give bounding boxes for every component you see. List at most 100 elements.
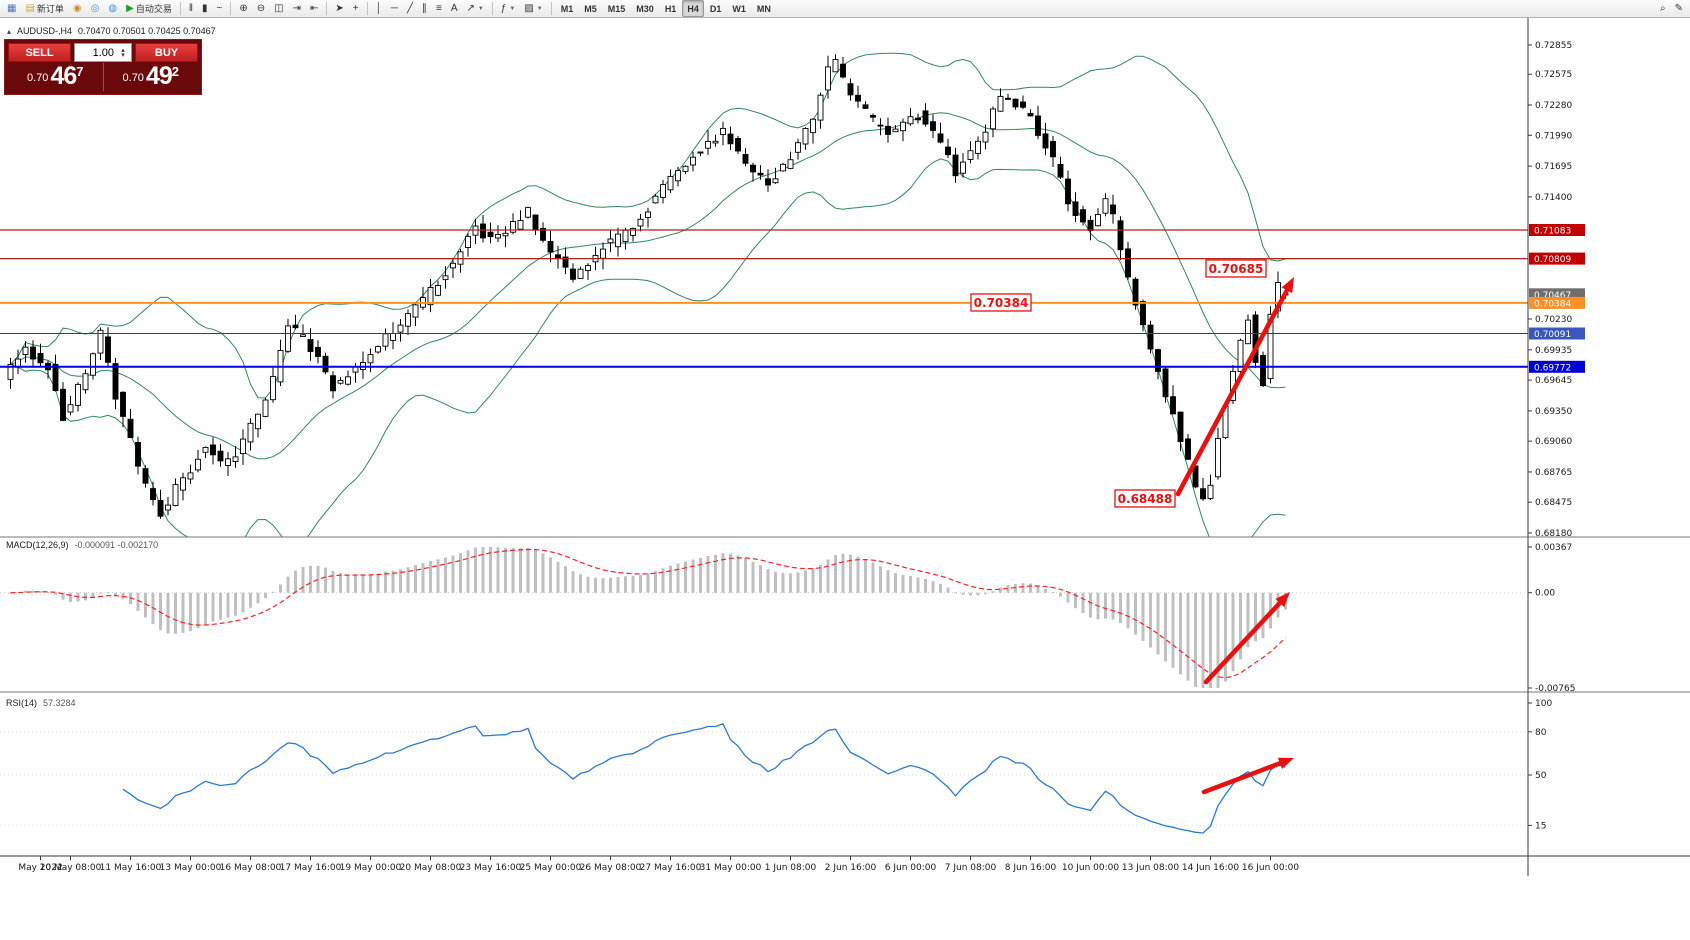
fibonacci-button[interactable]: ≡ — [432, 0, 446, 17]
time-axis-label: 20 May 08:00 — [400, 863, 462, 873]
timeframe-m30-button[interactable]: M30 — [631, 0, 659, 17]
line-mode-button[interactable]: ~ — [213, 0, 227, 17]
rsi-axis-label: 80 — [1535, 728, 1547, 738]
time-axis-label: 2 Jun 16:00 — [825, 863, 877, 873]
horizontal-line-button[interactable]: ─ — [387, 0, 402, 17]
svg-text:0.68488: 0.68488 — [1118, 492, 1173, 506]
timeframe-w1-button[interactable]: W1 — [727, 0, 751, 17]
arrows-tool-button[interactable]: ↗ ▼ — [462, 0, 487, 17]
time-axis[interactable] — [0, 856, 1528, 876]
price-axis-label: 0.68475 — [1535, 498, 1572, 508]
zoom-in-button[interactable]: ⊕ — [235, 0, 251, 17]
macd-signal-line — [10, 548, 1286, 679]
time-axis-label: May 2022 — [18, 863, 62, 873]
tile-windows-button[interactable]: ◫ — [270, 0, 287, 17]
time-axis-label: 27 May 16:00 — [640, 863, 702, 873]
timeframe-m5-button[interactable]: M5 — [579, 0, 602, 17]
time-axis-label: 10 May 08:00 — [40, 863, 102, 873]
toolbar-separator — [491, 2, 493, 15]
macd-arrow[interactable] — [1203, 592, 1290, 685]
timeframe-h4-button[interactable]: H4 — [682, 0, 704, 17]
timeframe-d1-button[interactable]: D1 — [705, 0, 727, 17]
indicators-button[interactable]: ƒ ▼ — [497, 0, 520, 17]
price-tag: 0.71083 — [1529, 224, 1585, 236]
time-axis-label: 16 Jun 00:00 — [1242, 863, 1299, 873]
data-window-button[interactable]: ◍ — [104, 0, 121, 17]
new-chart-button[interactable]: ▦ — [3, 0, 20, 17]
volume-field[interactable]: ▴ ▾ — [74, 43, 132, 62]
macd-axis-label: -0.00765 — [1535, 684, 1575, 694]
alerts-button[interactable]: ◉ — [69, 0, 86, 17]
timeframe-h4-label: H4 — [687, 3, 699, 14]
quick-draw-icon: ✎ — [1674, 2, 1683, 14]
symbol-name: AUDUSD-,H4 — [17, 26, 73, 36]
price-axis-label: 0.69935 — [1535, 346, 1572, 356]
panel-collapse-icon[interactable]: ▴ — [7, 26, 12, 36]
cursor-icon: ➤ — [335, 2, 344, 14]
volume-stepper[interactable]: ▴ ▾ — [115, 46, 131, 59]
indicators-dropdown-icon[interactable]: ▼ — [509, 5, 516, 12]
price-axis[interactable] — [1528, 18, 1690, 876]
timeframe-w1-label: W1 — [732, 3, 746, 14]
annotation-price-label[interactable]: 0.70384 — [970, 293, 1032, 312]
time-axis-label: 31 May 00:00 — [700, 863, 762, 873]
text-tool-button[interactable]: A — [447, 0, 462, 17]
channel-button[interactable]: ∥ — [418, 0, 431, 17]
templates-button[interactable]: ▨ ▼ — [520, 0, 546, 17]
timeframe-m1-button[interactable]: M1 — [556, 0, 579, 17]
sell-button[interactable]: SELL — [8, 43, 71, 62]
cursor-button[interactable]: ➤ — [331, 0, 347, 17]
bars-mode-button[interactable]: ‖ — [185, 0, 197, 17]
buy-price[interactable]: 0.70 49 2 — [102, 63, 199, 91]
bars-mode-icon: ‖ — [188, 2, 193, 14]
volume-input[interactable] — [75, 46, 115, 59]
time-axis-label: 25 May 00:00 — [520, 863, 582, 873]
svg-text:0.70467: 0.70467 — [1534, 291, 1571, 301]
templates-dropdown-icon[interactable]: ▼ — [536, 5, 543, 12]
macd-axis-label: 0.00 — [1535, 589, 1555, 599]
new-order-label: 新订单 — [36, 4, 64, 14]
timeframe-mn-button[interactable]: MN — [752, 0, 776, 17]
autotrading-button[interactable]: ▶ 自动交易 — [122, 0, 176, 17]
crosshair-button[interactable]: + — [349, 0, 363, 17]
zoom-out-button[interactable]: ⊖ — [253, 0, 269, 17]
vertical-line-button[interactable]: │ — [372, 0, 386, 17]
chart-shift-button[interactable]: ⇤ — [306, 0, 322, 17]
bollinger-upper-band — [10, 52, 1286, 399]
new-order-button[interactable]: ▤ 新订单 — [21, 0, 67, 17]
trendline-button[interactable]: ╱ — [403, 0, 417, 17]
main-trend-arrow[interactable] — [1175, 277, 1294, 497]
sell-price[interactable]: 0.70 46 7 — [8, 63, 103, 91]
new-chart-icon: ▦ — [7, 2, 17, 14]
svg-text:0.70384: 0.70384 — [974, 296, 1029, 310]
rsi-indicator-label: RSI(14) 57.3284 — [6, 698, 76, 708]
time-axis-label: 26 May 08:00 — [580, 863, 642, 873]
price-axis-label: 0.69645 — [1535, 376, 1572, 386]
annotation-price-label[interactable]: 0.70685 — [1205, 259, 1267, 278]
time-axis-label: 10 Jun 00:00 — [1062, 863, 1119, 873]
time-axis-label: 14 Jun 16:00 — [1182, 863, 1239, 873]
rsi-axis-label: 50 — [1535, 771, 1547, 781]
timeframe-m15-button[interactable]: M15 — [603, 0, 631, 17]
time-axis-label: 23 May 16:00 — [460, 863, 522, 873]
buy-button[interactable]: BUY — [135, 43, 198, 62]
arrows-tool-dropdown-icon[interactable]: ▼ — [477, 5, 484, 12]
auto-scroll-button[interactable]: ⇥ — [289, 0, 305, 17]
annotation-price-label[interactable]: 0.68488 — [1114, 489, 1176, 508]
autotrading-icon: ▶ — [126, 2, 134, 14]
volume-down-icon[interactable]: ▾ — [121, 51, 125, 59]
rsi-arrow[interactable] — [1201, 757, 1294, 795]
bid-ask-display[interactable]: 0.70 46 7 0.70 49 2 — [8, 63, 198, 91]
candles-mode-button[interactable]: ▮ — [198, 0, 212, 17]
horizontal-line-icon: ─ — [390, 2, 398, 14]
quick-draw-button[interactable]: ✎ — [1671, 0, 1687, 17]
timeframe-h1-button[interactable]: H1 — [660, 0, 682, 17]
search-button[interactable]: ⌕ — [1656, 0, 1670, 17]
svg-text:0.70384: 0.70384 — [1534, 299, 1571, 309]
time-axis-label: 13 Jun 08:00 — [1122, 863, 1179, 873]
volume-up-icon[interactable]: ▴ — [121, 46, 125, 54]
market-watch-button[interactable]: ◎ — [87, 0, 104, 17]
rsi-axis-label: 100 — [1535, 699, 1552, 709]
data-window-icon: ◍ — [108, 2, 118, 14]
